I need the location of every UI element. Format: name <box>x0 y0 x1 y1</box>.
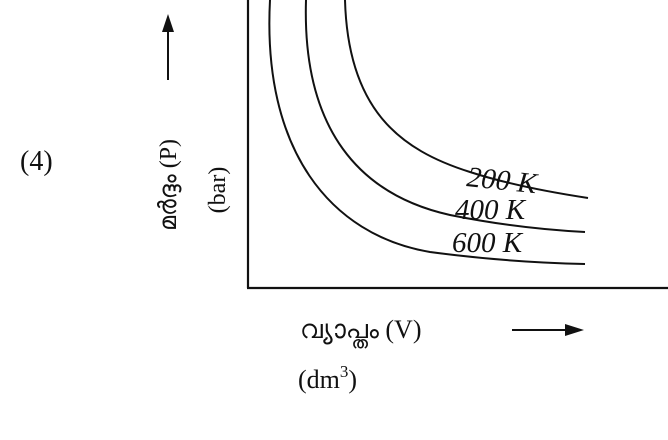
x-axis-arrow <box>512 324 584 336</box>
x-axis-unit: (dm3) <box>298 362 357 394</box>
curve-label-600k: 600 K <box>452 227 524 259</box>
axes <box>246 0 668 290</box>
curve-label-200k: 200 K <box>465 161 540 200</box>
isotherm-curve-400k <box>304 0 586 233</box>
x-axis-unit-close: ) <box>348 365 357 394</box>
x-axis-label: വ്യാപ്തം (V) <box>300 315 421 348</box>
isotherm-curve-600k <box>268 0 586 265</box>
x-axis-unit-exponent: 3 <box>340 362 349 381</box>
option-number: (4) <box>20 146 53 177</box>
curve-label-400k: 400 K <box>455 194 527 226</box>
y-axis-arrow <box>162 14 174 80</box>
x-axis-unit-base: (dm <box>298 365 340 394</box>
isotherm-curve-200k <box>344 0 589 199</box>
y-axis-label: മർദ്ദം (P) <box>156 139 182 231</box>
y-axis-unit: (bar) <box>205 167 231 214</box>
